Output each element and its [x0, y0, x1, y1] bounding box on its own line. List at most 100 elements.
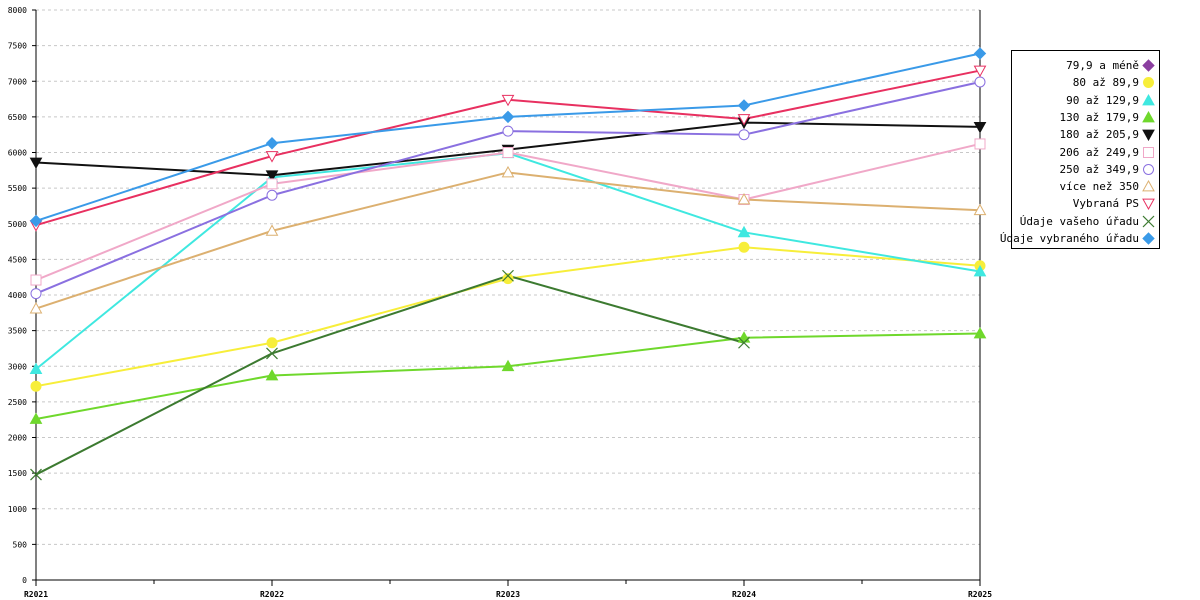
data-point-3-4 — [973, 326, 987, 339]
legend-marker-icon — [1143, 146, 1154, 158]
data-point-10-3 — [737, 99, 751, 112]
data-point-10-1 — [265, 137, 279, 150]
legend-entry: Údaje vybraného úřadu — [1000, 230, 1155, 247]
x-tick-label: R2025 — [968, 590, 992, 599]
legend-label: Údaje vybraného úřadu — [999, 232, 1139, 245]
legend-entry: 180 až 205,9 — [1060, 126, 1155, 143]
data-point-7-1 — [265, 224, 279, 236]
y-tick-label: 7000 — [8, 77, 27, 86]
data-point-3-2 — [501, 359, 515, 372]
data-point-8-3 — [737, 114, 751, 126]
y-tick-label: 7500 — [8, 42, 27, 51]
legend-label: 206 až 249,9 — [1059, 145, 1139, 159]
y-tick-label: 4500 — [8, 255, 27, 264]
y-tick-label: 3500 — [8, 327, 27, 336]
y-tick-label: 5500 — [8, 184, 27, 193]
legend-entry: Vybraná PS — [1073, 195, 1155, 212]
legend-marker-icon — [1142, 129, 1155, 142]
data-point-8-1 — [265, 151, 279, 163]
legend-marker-icon — [1143, 163, 1154, 175]
legend-marker-shape — [1143, 77, 1154, 89]
legend-marker-icon — [1142, 110, 1155, 123]
legend-entry: více než 350 — [1060, 178, 1155, 195]
legend-entry: Údaje vašeho úřadu — [1020, 213, 1155, 230]
legend-entry: 130 až 179,9 — [1060, 109, 1155, 126]
data-point-5-2 — [502, 147, 514, 158]
y-tick-label: 6000 — [8, 149, 27, 158]
series-line-7 — [35, 171, 981, 310]
data-point-4-0 — [29, 157, 43, 170]
data-point-7-4 — [973, 203, 987, 216]
legend-marker-shape — [1143, 146, 1154, 158]
data-point-3-0 — [29, 412, 43, 424]
legend-marker-shape — [1142, 198, 1155, 211]
legend-marker-icon — [1143, 77, 1154, 89]
series-line-3 — [35, 332, 981, 420]
data-point-2-0 — [29, 362, 43, 374]
data-point-5-4 — [974, 138, 986, 150]
legend-marker-shape — [1142, 215, 1155, 228]
legend-marker-icon — [1142, 93, 1155, 105]
data-point-10-0 — [29, 214, 43, 228]
y-tick-label: 2500 — [8, 398, 27, 407]
legend-label: více než 350 — [1059, 180, 1139, 194]
legend-marker-shape — [1142, 110, 1155, 123]
data-point-1-2 — [502, 273, 514, 285]
data-point-10-2 — [501, 110, 515, 124]
data-point-9-1 — [266, 347, 278, 360]
data-point-9-2 — [502, 269, 514, 282]
data-point-4-4 — [973, 121, 987, 134]
legend-label: 180 až 205,9 — [1059, 128, 1139, 142]
data-point-10-4 — [973, 47, 987, 60]
legend-marker-shape — [1142, 232, 1155, 245]
data-point-2-4 — [973, 264, 987, 277]
legend: 79,9 a méně 80 až 89,9 90 až 129,9 130 až 1… — [1000, 50, 1160, 249]
legend-label: Údaje vašeho úřadu — [1019, 214, 1139, 228]
x-tick-label: R2021 — [24, 590, 48, 599]
x-tick-label: R2023 — [496, 590, 520, 599]
data-point-6-2 — [502, 125, 514, 137]
data-point-7-0 — [29, 302, 43, 314]
legend-marker-shape — [1142, 59, 1155, 72]
data-point-4-1 — [265, 170, 279, 182]
y-tick-label: 8000 — [8, 6, 27, 15]
x-tick-label: R2024 — [732, 590, 756, 599]
y-tick-label: 2000 — [8, 434, 27, 443]
y-tick-label: 500 — [13, 540, 28, 549]
legend-marker-icon — [1142, 215, 1155, 228]
legend-label: 250 až 349,9 — [1059, 162, 1139, 176]
tick-labels: 0 500 1000 1500 2000 2500 3000 3500 4000 4500 5000… — [8, 6, 992, 599]
data-point-7-3 — [737, 192, 751, 205]
legend-label: 90 až 129,9 — [1066, 93, 1139, 107]
legend-marker-icon — [1142, 180, 1155, 192]
y-tick-label: 0 — [22, 576, 27, 585]
data-point-8-4 — [973, 65, 987, 78]
data-point-8-2 — [501, 94, 515, 107]
legend-entry: 90 až 129,9 — [1066, 92, 1155, 109]
legend-label: 79,9 a méně — [1066, 59, 1139, 72]
series-markers — [29, 47, 987, 481]
data-point-6-0 — [30, 288, 42, 300]
series-line-5 — [35, 142, 981, 281]
data-point-7-2 — [501, 165, 515, 178]
y-tick-label: 6500 — [8, 113, 27, 122]
legend-marker-shape — [1142, 93, 1155, 105]
legend-entry: 206 až 249,9 — [1060, 144, 1155, 161]
data-point-6-4 — [974, 76, 986, 88]
data-point-1-0 — [30, 380, 42, 392]
legend-entry: 250 až 349,9 — [1060, 161, 1155, 178]
y-tick-label: 4000 — [8, 291, 27, 300]
data-point-1-3 — [738, 241, 750, 253]
data-point-9-0 — [30, 468, 42, 481]
legend-marker-shape — [1142, 180, 1155, 192]
data-point-6-1 — [266, 189, 278, 201]
series-line-9 — [35, 274, 745, 476]
data-point-1-1 — [266, 337, 278, 349]
data-point-6-3 — [738, 129, 750, 141]
legend-entry: 80 až 89,9 — [1073, 74, 1155, 91]
y-tick-label: 3000 — [8, 362, 27, 371]
y-tick-label: 1500 — [8, 469, 27, 478]
data-point-2-3 — [737, 225, 751, 238]
legend-entry: 79,9 a méně — [1066, 57, 1155, 74]
